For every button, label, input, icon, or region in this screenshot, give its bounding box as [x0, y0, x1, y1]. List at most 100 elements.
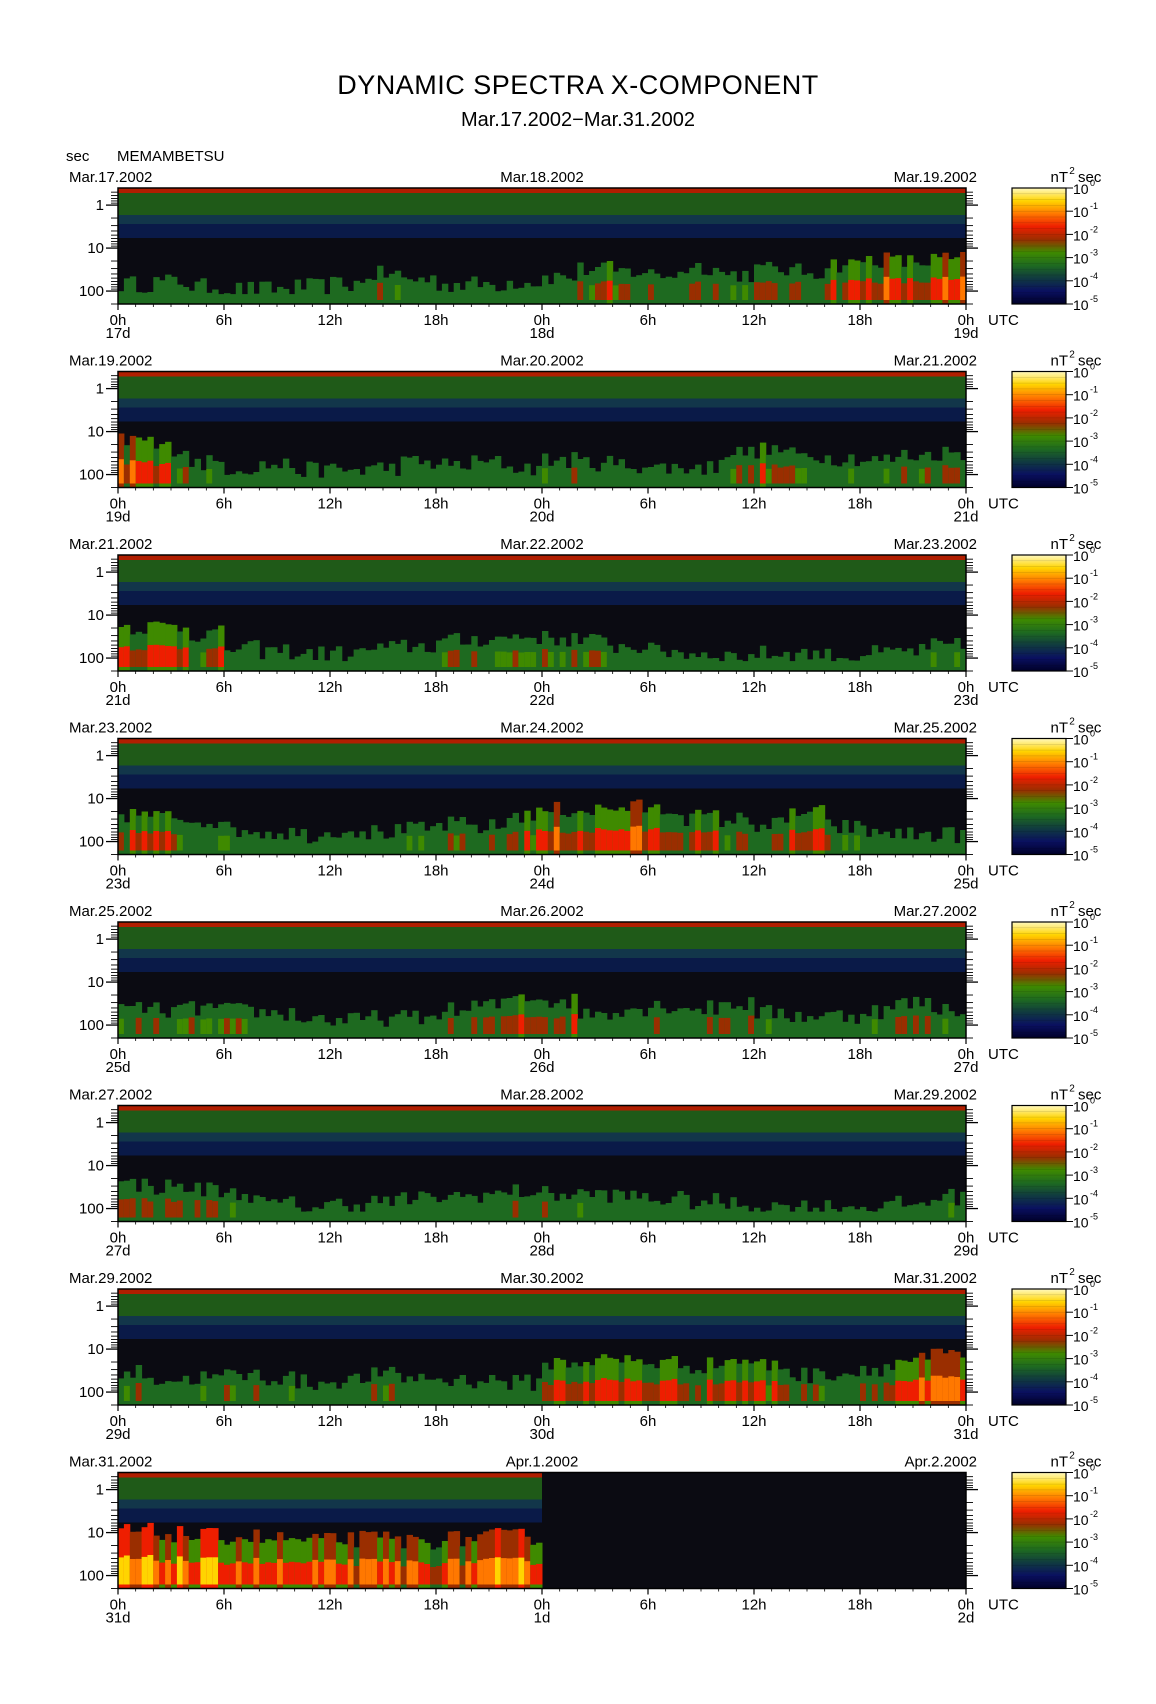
colorbar-tick-exp: -5 — [1090, 661, 1098, 671]
spectra-streak — [247, 1202, 254, 1222]
spectra-streak — [665, 1013, 673, 1038]
spectra-streak — [318, 477, 325, 488]
spectra-streak — [665, 1203, 673, 1222]
spectra-streak — [247, 1373, 254, 1405]
spectra-streak — [577, 1018, 584, 1038]
spectra-streak — [212, 460, 219, 488]
spectra-streak — [777, 1204, 784, 1222]
day-label: 29d — [105, 1426, 130, 1443]
spectra-streak — [194, 822, 201, 855]
spectra-streak — [960, 1191, 967, 1222]
x-tick-label: 6h — [216, 312, 233, 329]
utc-label: UTC — [988, 1597, 1019, 1614]
spectra-streak — [229, 294, 237, 304]
spectra-streak — [165, 1017, 172, 1038]
spectra-streak — [659, 651, 667, 671]
spectra-streak — [759, 1007, 767, 1038]
spectra-hot — [706, 831, 714, 851]
spectra-hot — [736, 465, 743, 484]
spectra-streak — [259, 1009, 266, 1038]
spectra-streak — [701, 474, 708, 488]
spectra-streak — [677, 468, 684, 488]
spectra-streak — [907, 459, 914, 488]
spectra-streak — [860, 461, 867, 488]
spectra-streak — [742, 455, 749, 488]
spectra-panel: Mar.17.2002 Mar.18.2002 Mar.19.20021101000… — [69, 166, 1102, 342]
spectra-streak — [335, 1018, 343, 1038]
spectra-streak — [748, 1211, 755, 1222]
y-tick-label: 1 — [96, 197, 104, 214]
spectra-streak — [553, 645, 561, 671]
spectra-hot — [229, 1385, 237, 1401]
spectra-streak — [830, 826, 837, 855]
spectra-streak — [518, 822, 525, 855]
spectra-streak — [536, 1378, 543, 1405]
spectra-hot — [871, 282, 879, 300]
spectra-hot — [153, 1018, 160, 1034]
spectra-streak — [259, 1197, 266, 1222]
spectra-streak — [860, 825, 867, 855]
x-tick-label: 12h — [317, 1597, 342, 1614]
spectra-streak — [253, 1195, 260, 1222]
spectra-hot — [818, 828, 826, 851]
colorbar-tick-base: 10 — [1073, 297, 1089, 313]
spectra-hot — [665, 1380, 673, 1401]
spectra-hot — [759, 1380, 767, 1401]
spectra-streak — [648, 467, 655, 488]
spectra-streak — [241, 830, 249, 855]
colorbar-tick-base: 10 — [1073, 618, 1089, 634]
colorbar-tick-base: 10 — [1073, 732, 1089, 748]
x-tick-label: 6h — [216, 1597, 233, 1614]
spectra-hot — [171, 834, 178, 851]
spectra-streak — [365, 1381, 372, 1405]
spectra-hot — [294, 1562, 302, 1585]
spectra-streak — [159, 280, 166, 304]
x-tick-label: 18h — [423, 1230, 448, 1247]
spectra-streak — [830, 1380, 837, 1405]
spectra-streak — [648, 1201, 655, 1222]
spectra-streak — [365, 1202, 372, 1222]
y-tick-label: 1 — [96, 381, 104, 398]
spectra-streak — [730, 1008, 737, 1038]
spectra-streak — [135, 1191, 143, 1222]
spectra-streak — [759, 1211, 767, 1222]
spectra-streak — [182, 822, 190, 855]
spectra-streak — [300, 1374, 307, 1405]
spectra-hot — [171, 646, 178, 667]
spectra-hot — [689, 832, 696, 851]
panel-date-right: Mar.23.2002 — [894, 536, 977, 553]
spectra-hot — [512, 1015, 519, 1034]
x-tick-label: 12h — [741, 312, 766, 329]
spectra-streak — [842, 462, 849, 488]
spectra-streak — [630, 1008, 637, 1038]
spectra-streak — [807, 1383, 814, 1405]
spectra-streak — [159, 1383, 166, 1405]
colorbar-tick-base: 10 — [1073, 365, 1089, 381]
spectra-streak — [471, 1195, 478, 1222]
spectra-streak — [671, 1196, 678, 1222]
panel-date-mid: Mar.28.2002 — [500, 1087, 583, 1104]
spectra-streak — [836, 272, 843, 304]
spectra-streak — [459, 289, 466, 304]
spectra-hot — [477, 1560, 484, 1585]
x-tick-label: 0h — [958, 679, 975, 696]
spectra-streak — [836, 1010, 843, 1038]
spectra-streak — [412, 823, 419, 855]
spectra-streak — [771, 655, 779, 671]
spectra-streak — [359, 1211, 366, 1222]
spectra-streak — [583, 1008, 590, 1038]
spectra-streak — [860, 1013, 867, 1038]
spectra-hot — [383, 1558, 390, 1585]
spectra-hot — [606, 280, 614, 300]
spectra-streak — [624, 647, 631, 671]
spectra-hot — [742, 1380, 749, 1401]
spectra-hot — [141, 462, 148, 484]
colorbar-tick-exp: -5 — [1090, 294, 1098, 304]
spectra-streak — [524, 282, 531, 304]
spectra-streak — [936, 460, 943, 488]
y-tick-label: 100 — [79, 1384, 104, 1401]
spectra-hot — [271, 1562, 278, 1585]
spectra-streak — [877, 1376, 885, 1405]
spectra-hot — [430, 1567, 437, 1585]
colorbar-tick-base: 10 — [1073, 1535, 1089, 1551]
